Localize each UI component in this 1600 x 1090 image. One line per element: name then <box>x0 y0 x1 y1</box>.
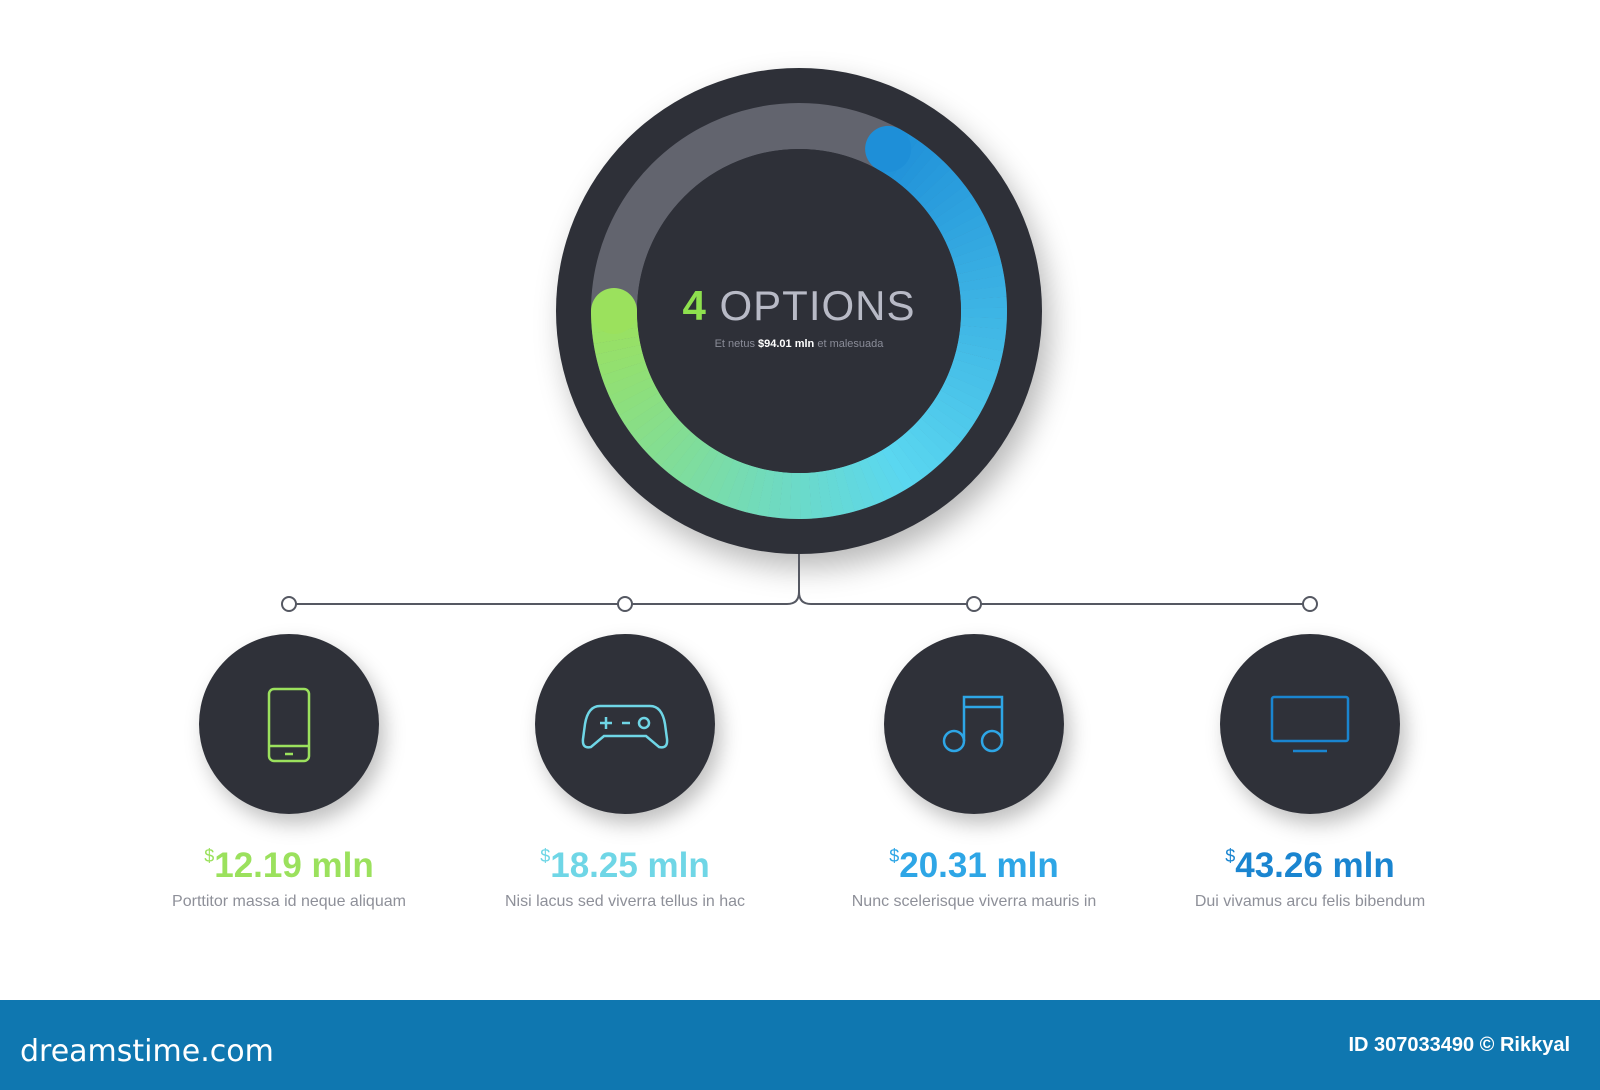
options-count: 4 <box>682 282 707 329</box>
options-subtitle: Et netus $94.01 mln et malesuada <box>599 338 999 350</box>
currency-symbol: $ <box>204 846 215 866</box>
currency-symbol: $ <box>540 846 551 866</box>
option-circle-2 <box>535 634 715 814</box>
option-description-3: Nunc scelerisque viverra mauris in <box>851 893 1097 910</box>
option-value-2: $18.25 mln <box>465 846 785 886</box>
footer-bar: dreamstime.com ID 307033490 © Rikkyal <box>0 1000 1600 1090</box>
brand-logo[interactable]: dreamstime.com <box>20 1034 274 1069</box>
option-description-4: Dui vivamus arcu felis bibendum <box>1194 893 1426 910</box>
center-label: 4 OPTIONS Et netus $94.01 mln et malesua… <box>599 282 999 350</box>
option-description-2: Nisi lacus sed viverra tellus in hac <box>504 893 746 910</box>
ring-start-cap <box>591 288 637 334</box>
progress-ring <box>591 103 1007 519</box>
gamepad-icon <box>581 704 669 749</box>
ring-end-cap <box>865 125 912 172</box>
connector-node <box>617 596 633 612</box>
currency-symbol: $ <box>889 846 900 866</box>
ring-inner-disc <box>637 149 961 473</box>
connector-lines <box>281 554 1318 612</box>
subtitle-value: $94.01 mln <box>758 338 815 350</box>
option-value-1: $12.19 mln <box>129 846 449 886</box>
subtitle-pre: Et netus <box>714 338 755 350</box>
option-circle-3 <box>884 634 1064 814</box>
connector-path <box>289 554 1310 605</box>
option-circle-4 <box>1220 634 1400 814</box>
options-title: 4 OPTIONS <box>599 282 999 330</box>
value-text: 20.31 mln <box>899 846 1059 885</box>
value-text: 43.26 mln <box>1235 846 1395 885</box>
value-text: 18.25 mln <box>550 846 710 885</box>
option-circle-1 <box>199 634 379 814</box>
value-text: 12.19 mln <box>214 846 374 885</box>
connector-node <box>281 596 297 612</box>
music-note-icon <box>942 695 1004 753</box>
image-credit: ID 307033490 © Rikkyal <box>1348 1034 1570 1056</box>
connector-node <box>1302 596 1318 612</box>
option-value-3: $20.31 mln <box>814 846 1134 886</box>
subtitle-post: et malesuada <box>817 338 884 350</box>
smartphone-icon <box>267 687 311 763</box>
connector-node <box>966 596 982 612</box>
options-title-text: OPTIONS <box>719 282 916 329</box>
monitor-icon <box>1270 695 1350 753</box>
option-description-1: Porttitor massa id neque aliquam <box>172 893 406 910</box>
option-value-4: $43.26 mln <box>1150 846 1470 886</box>
currency-symbol: $ <box>1225 846 1236 866</box>
